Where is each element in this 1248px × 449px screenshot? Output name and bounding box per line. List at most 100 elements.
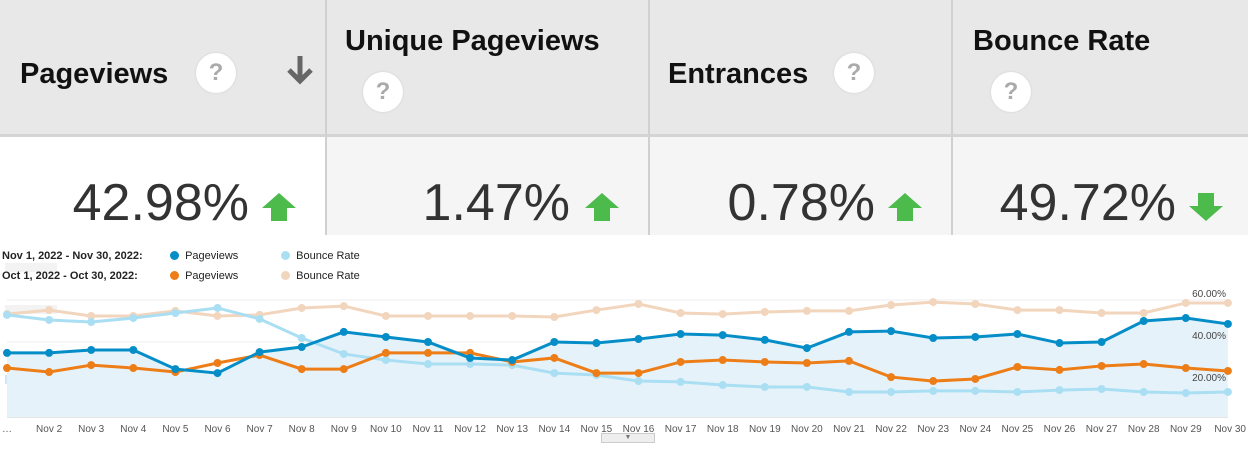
data-point bbox=[255, 348, 264, 357]
help-icon[interactable]: ? bbox=[991, 72, 1031, 112]
data-point bbox=[381, 332, 390, 341]
x-tick-label: Nov 11 bbox=[413, 424, 444, 435]
up-arrow-icon bbox=[262, 193, 296, 221]
change-value: 42.98% bbox=[72, 174, 249, 232]
legend-item[interactable]: Bounce Rate bbox=[281, 250, 360, 262]
col-title: Entrances bbox=[668, 58, 809, 90]
data-point bbox=[971, 374, 980, 383]
data-point bbox=[424, 360, 432, 369]
data-point bbox=[1181, 314, 1190, 323]
data-point bbox=[213, 359, 222, 367]
data-point bbox=[339, 349, 348, 358]
data-point bbox=[424, 338, 432, 346]
data-point bbox=[3, 348, 11, 357]
data-point bbox=[1013, 362, 1022, 371]
legend-label: Pageviews bbox=[185, 270, 239, 282]
data-point bbox=[1055, 365, 1064, 374]
data-point bbox=[1013, 330, 1022, 339]
x-tick-label: Nov 9 bbox=[331, 424, 358, 435]
legend-label: Bounce Rate bbox=[296, 270, 360, 282]
data-point bbox=[845, 356, 853, 365]
data-point bbox=[634, 369, 643, 378]
value-cell-bounce-rate: 49.72% bbox=[953, 137, 1248, 235]
data-point bbox=[1055, 306, 1064, 315]
legend-row-current: Nov 1, 2022 - Nov 30, 2022: Pageviews Bo… bbox=[2, 250, 360, 262]
x-tick-label: Nov 16 bbox=[623, 424, 655, 435]
x-tick-label: Nov 26 bbox=[1044, 424, 1076, 435]
sort-desc-arrow-icon[interactable] bbox=[282, 52, 318, 88]
data-point bbox=[887, 301, 896, 310]
data-point bbox=[45, 368, 54, 377]
chart-scroll-handle[interactable]: ▼ bbox=[601, 433, 655, 443]
data-point bbox=[297, 303, 306, 312]
x-tick-label: … bbox=[2, 424, 12, 435]
data-point bbox=[171, 365, 180, 374]
legend-item[interactable]: Pageviews bbox=[170, 270, 278, 282]
data-point bbox=[550, 369, 559, 378]
x-tick-label: Nov 23 bbox=[917, 424, 949, 435]
help-icon[interactable]: ? bbox=[363, 72, 403, 112]
data-point bbox=[971, 332, 980, 341]
legend-item[interactable]: Bounce Rate bbox=[281, 270, 360, 282]
data-point bbox=[592, 306, 601, 315]
y-tick-label: 40.00% bbox=[1192, 331, 1226, 342]
data-point bbox=[887, 373, 896, 382]
data-point bbox=[213, 303, 222, 312]
change-value: 1.47% bbox=[422, 174, 570, 232]
data-point bbox=[466, 353, 475, 362]
data-point bbox=[3, 364, 11, 373]
line-chart: 20.00% 40.00% 60.00% … Nov 2 Nov 3 Nov 4 Nov 5 N… bbox=[2, 263, 1246, 435]
legend-dot-icon bbox=[170, 271, 180, 280]
x-tick-label: Nov 8 bbox=[289, 424, 316, 435]
x-tick-label: Nov 21 bbox=[833, 424, 865, 435]
x-tick-label: Nov 6 bbox=[204, 424, 231, 435]
data-point bbox=[550, 353, 559, 362]
data-point bbox=[1097, 385, 1106, 394]
col-header-unique-pageviews[interactable]: Unique Pageviews ? bbox=[327, 0, 650, 137]
data-point bbox=[1097, 361, 1106, 370]
data-point bbox=[466, 311, 475, 320]
x-tick-label: Nov 7 bbox=[247, 424, 274, 435]
x-tick-label: Nov 22 bbox=[875, 424, 907, 435]
data-point bbox=[1223, 366, 1232, 375]
data-point bbox=[1181, 364, 1190, 373]
legend-range: Oct 1, 2022 - Oct 30, 2022: bbox=[2, 270, 138, 282]
data-point bbox=[718, 381, 727, 390]
data-point bbox=[129, 364, 138, 373]
x-tick-label: Nov 14 bbox=[538, 424, 570, 435]
data-point bbox=[213, 311, 222, 320]
legend-item[interactable]: Pageviews bbox=[170, 250, 278, 262]
help-icon[interactable]: ? bbox=[196, 53, 236, 93]
data-point bbox=[339, 365, 348, 374]
data-point bbox=[1055, 339, 1064, 348]
help-icon[interactable]: ? bbox=[834, 53, 874, 93]
data-point bbox=[255, 314, 264, 323]
col-header-bounce-rate[interactable]: Bounce Rate ? bbox=[953, 0, 1248, 137]
data-point bbox=[87, 318, 96, 327]
data-point bbox=[971, 386, 980, 395]
value-cell-entrances: 0.78% bbox=[650, 137, 953, 235]
x-tick-label: Nov 17 bbox=[665, 424, 697, 435]
data-point bbox=[213, 369, 222, 378]
data-point bbox=[550, 338, 559, 346]
x-tick-label: Nov 29 bbox=[1170, 424, 1202, 435]
col-header-pageviews[interactable]: Pageviews ? bbox=[0, 0, 327, 137]
data-point bbox=[45, 306, 54, 315]
x-tick-label: Nov 30 bbox=[1214, 424, 1246, 435]
redacted-axis-label bbox=[5, 305, 57, 314]
legend-range: Nov 1, 2022 - Nov 30, 2022: bbox=[2, 250, 143, 262]
data-point bbox=[634, 335, 643, 344]
x-tick-label: Nov 27 bbox=[1086, 424, 1118, 435]
data-point bbox=[929, 298, 938, 307]
data-point bbox=[1055, 386, 1064, 395]
legend-label: Bounce Rate bbox=[296, 250, 360, 262]
legend-dot-icon bbox=[170, 251, 180, 260]
data-point bbox=[887, 387, 896, 396]
series-line bbox=[6, 351, 1229, 383]
change-value: 0.78% bbox=[727, 174, 875, 232]
redacted-axis-label bbox=[5, 263, 57, 272]
x-tick-label: Nov 10 bbox=[370, 424, 402, 435]
col-header-entrances[interactable]: Entrances ? bbox=[650, 0, 953, 137]
data-point bbox=[929, 334, 938, 343]
x-tick-label: Nov 28 bbox=[1128, 424, 1160, 435]
